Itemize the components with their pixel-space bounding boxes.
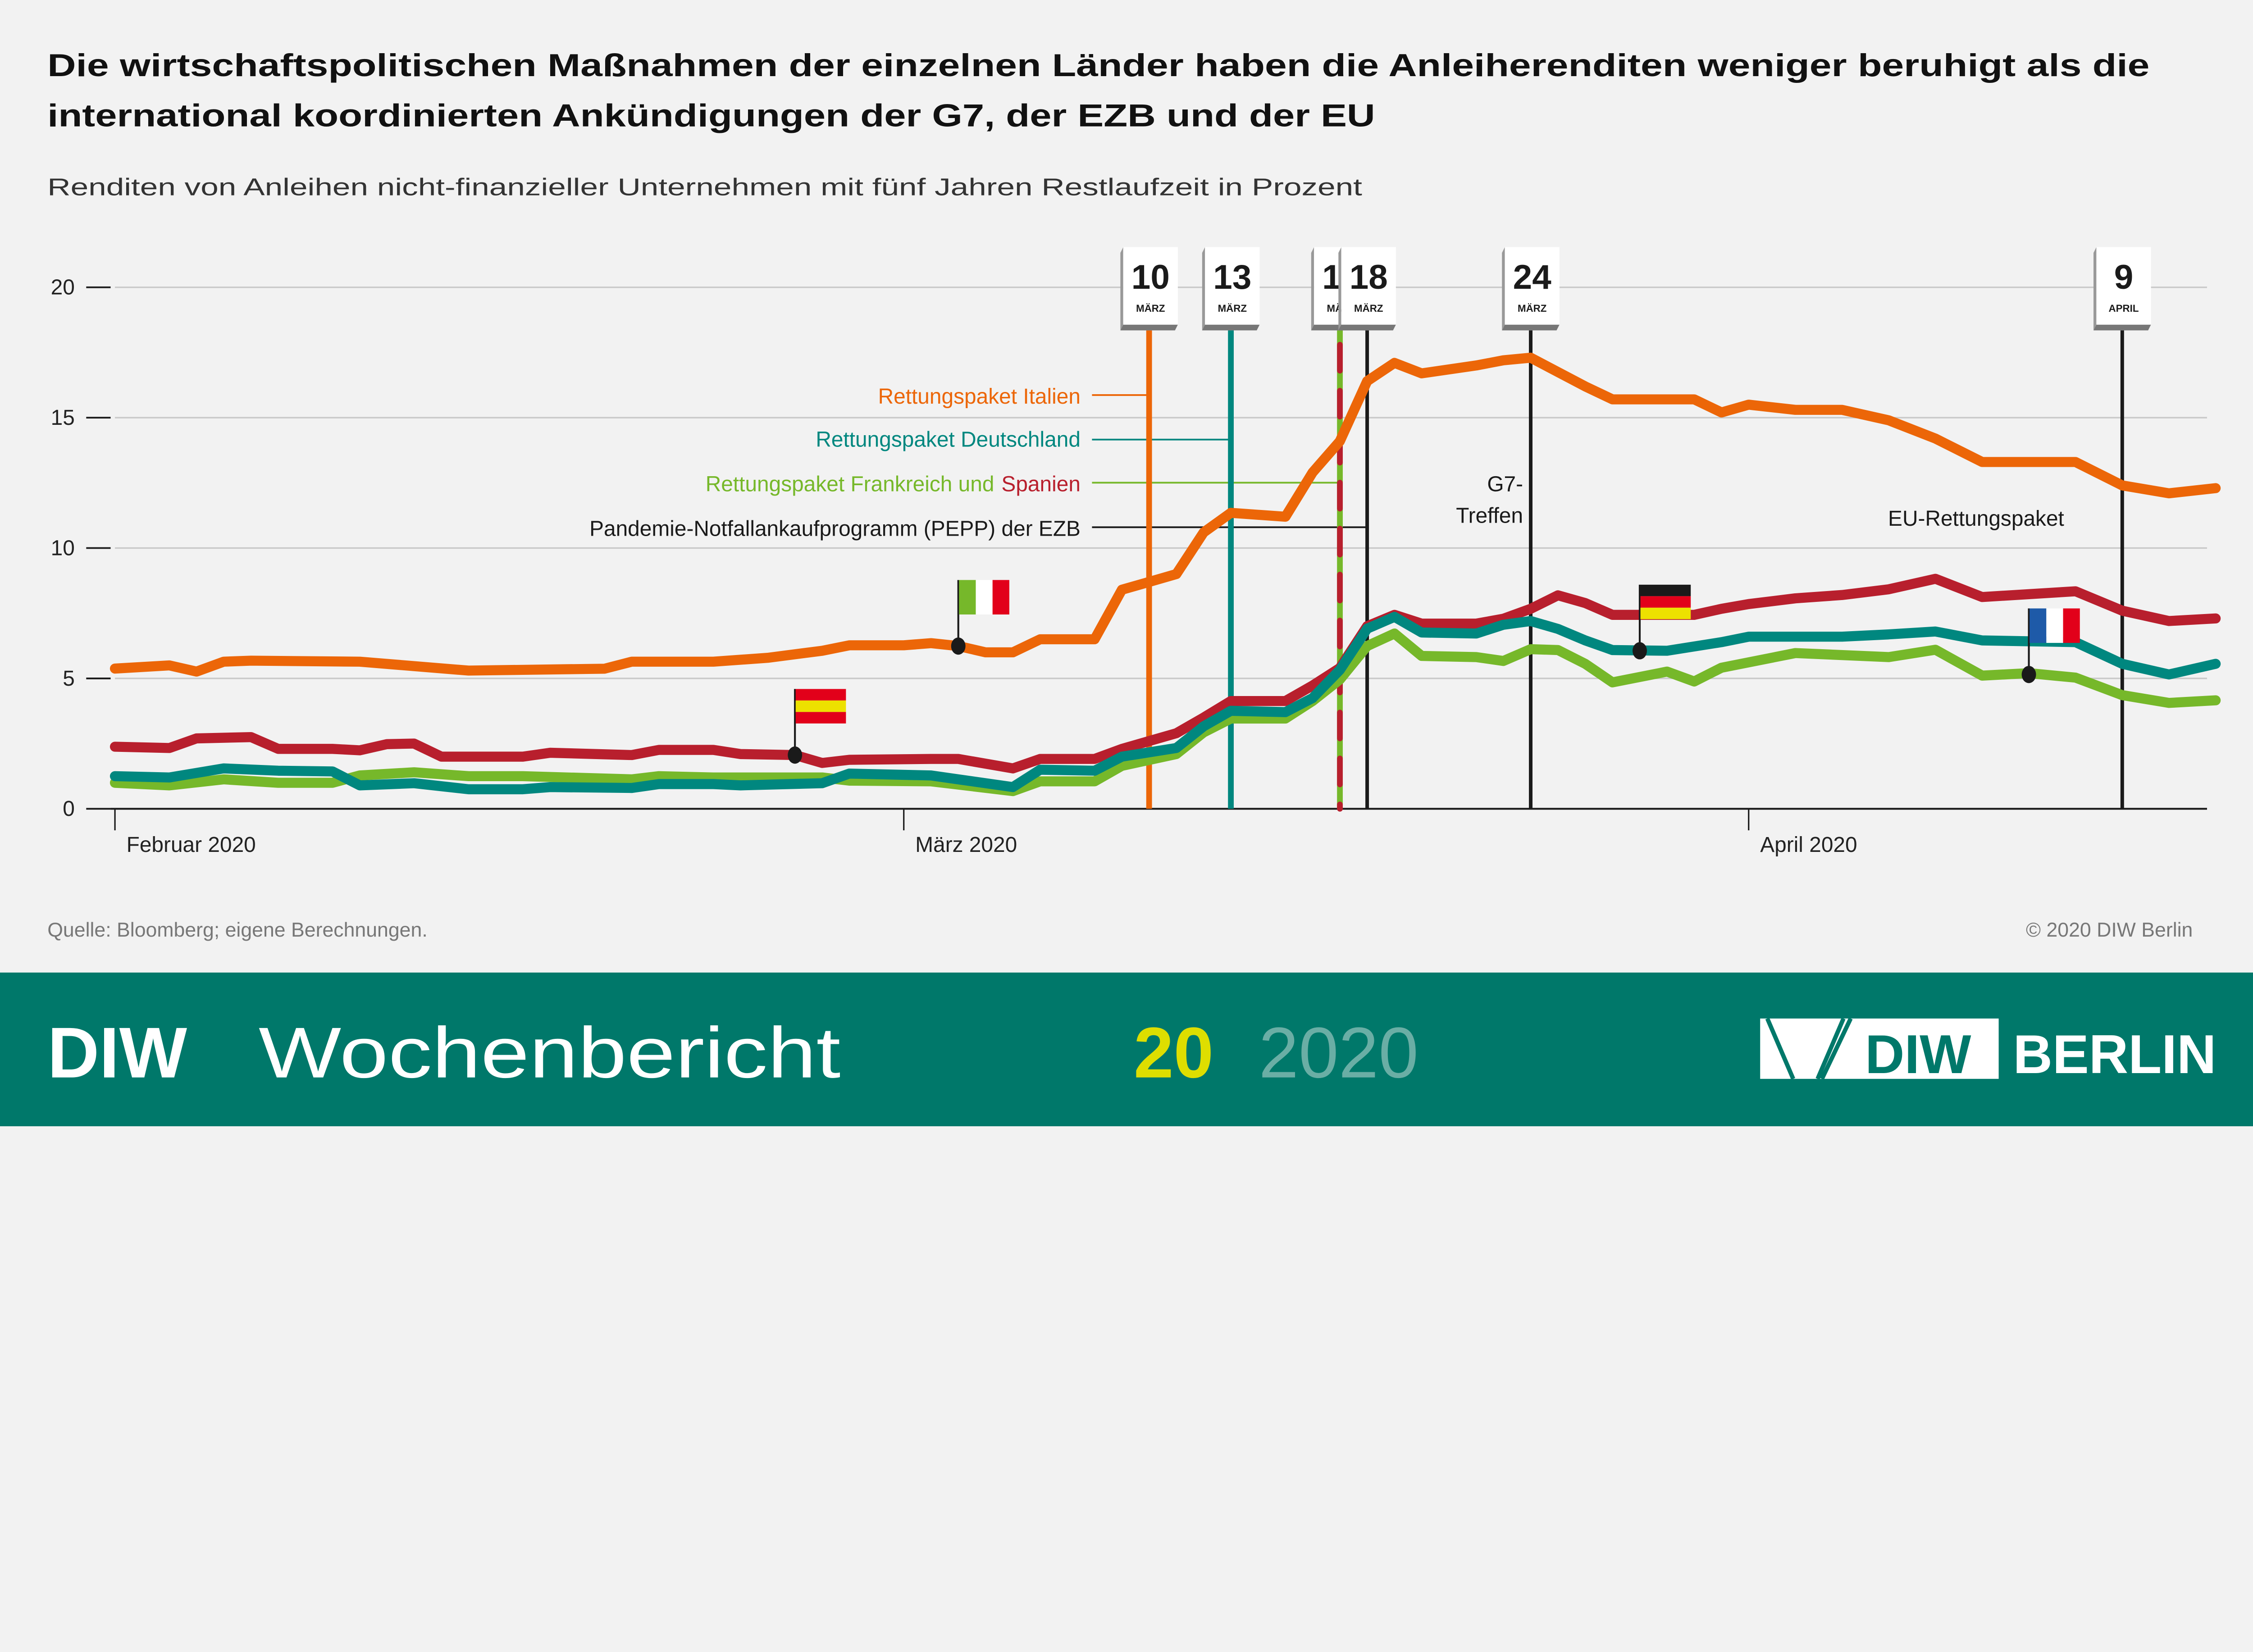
y-tick-label: 10	[51, 536, 75, 560]
flag-stripe	[1640, 584, 1691, 596]
annotation-rettungspaket-italien: Rettungspaket Italien	[878, 385, 1081, 409]
logo-box	[1760, 1018, 1999, 1079]
chart-title-line-1: Die wirtschaftspolitischen Maßnahmen der…	[47, 47, 2149, 83]
flag-stripe	[2046, 608, 2063, 643]
event-day: 13	[1213, 258, 1251, 296]
x-axis: Februar 2020 März 2020 April 2020	[110, 808, 2207, 857]
y-tick-label: 20	[51, 276, 75, 300]
logo-berlin-text: BERLIN	[2013, 1024, 2216, 1085]
event-box	[1505, 247, 1560, 325]
event-box-bevel	[1311, 247, 1314, 331]
event-marker-10-märz: 10 MÄRZ	[1120, 247, 1178, 809]
event-box-shadow	[1120, 324, 1178, 331]
event-month: MÄRZ	[1518, 303, 1546, 314]
event-box	[1341, 247, 1396, 325]
diw-berlin-logo: DIW BERLIN	[1760, 1017, 2216, 1085]
x-tick-label: April 2020	[1760, 833, 1857, 857]
y-tick-label: 5	[63, 667, 75, 691]
event-marker-18-märz: 18 MÄRZ	[1338, 247, 1396, 809]
spain-flag-icon	[788, 689, 846, 764]
flag-stripe	[1640, 596, 1691, 608]
annotation-spanien: Spanien	[1001, 473, 1081, 496]
flag-pin	[788, 746, 803, 764]
x-tick-label: März 2020	[915, 833, 1017, 857]
flag-stripe	[795, 712, 846, 724]
footer-brand-diw: DIW	[47, 1013, 187, 1093]
footer-issue-number: 20	[1134, 1013, 1213, 1093]
event-box-bevel	[1338, 247, 1341, 331]
event-day: 9	[2114, 258, 2134, 296]
series-lines	[109, 352, 2221, 796]
annotations: Rettungspaket Italien Rettungspaket Deut…	[589, 385, 2064, 541]
event-box-shadow	[1338, 324, 1396, 331]
event-day: 18	[1350, 258, 1388, 296]
event-box	[2096, 247, 2151, 325]
event-month: MÄRZ	[1218, 303, 1247, 314]
annotation-rettungspaket-frankreich-spanien: Rettungspaket Frankreich und Spanien	[706, 473, 1081, 496]
event-marker-24-märz: 24 MÄRZ	[1502, 247, 1560, 809]
event-month: MÄRZ	[1136, 303, 1165, 314]
annotation-rettungspaket-deutschland: Rettungspaket Deutschland	[816, 428, 1081, 452]
background	[0, 0, 2253, 1126]
flag-stripe	[976, 580, 993, 614]
italy-flag-icon	[951, 580, 1009, 655]
copyright-note: © 2020 DIW Berlin	[2026, 919, 2193, 941]
flag-stripe	[959, 580, 976, 614]
annotation-g7-line-2: Treffen	[1456, 504, 1523, 528]
flag-stripe	[992, 580, 1009, 614]
flag-pin	[1633, 642, 1647, 660]
germany-flag-icon	[1633, 584, 1691, 660]
event-box	[1205, 247, 1260, 325]
x-tick-label: Februar 2020	[127, 833, 256, 857]
event-box-bevel	[2093, 247, 2097, 331]
event-marker-9-april: 9 APRIL	[2093, 247, 2151, 809]
flag-pin	[2021, 666, 2036, 683]
logo-mark-stroke	[1820, 1017, 1853, 1080]
annotation-g7-line-1: G7-	[1487, 473, 1523, 496]
flag-pin	[951, 637, 966, 655]
france-flag-icon	[2021, 608, 2080, 683]
footer-band: DIW Wochenbericht 20 2020 DIW BERLIN	[0, 972, 2253, 1126]
footer-brand-wochenbericht: Wochenbericht	[259, 1013, 840, 1093]
event-box	[1123, 247, 1178, 325]
flag-stripe	[795, 689, 846, 701]
logo-mark-icon	[1765, 1017, 1846, 1080]
event-box-shadow	[1502, 324, 1560, 331]
y-tick-label: 15	[51, 406, 75, 430]
footer-issue-year: 2020	[1259, 1013, 1418, 1093]
chart-subtitle: Renditen von Anleihen nicht-finanzieller…	[47, 174, 1362, 201]
annotation-eu-rettungspaket: EU-Rettungspaket	[1888, 507, 2064, 531]
flag-stripe	[2063, 608, 2080, 643]
event-box-shadow	[2093, 324, 2151, 331]
series-line-germany	[109, 612, 2221, 795]
flag-stripe	[1640, 607, 1691, 619]
chart-title-line-2: international koordinierten Ankündigunge…	[47, 98, 1375, 133]
event-month: MÄRZ	[1354, 303, 1383, 314]
logo-diw-text: DIW	[1865, 1024, 1971, 1085]
series-line-spain	[109, 573, 2221, 774]
country-flags	[788, 580, 2080, 764]
flag-stripe	[795, 700, 846, 712]
event-box-bevel	[1502, 247, 1505, 331]
event-marker-13-märz: 13 MÄRZ	[1202, 247, 1260, 809]
y-axis: 0 5 10 15 20	[51, 276, 111, 821]
chart-page: Die wirtschaftspolitischen Maßnahmen der…	[0, 0, 2253, 1126]
event-box-bevel	[1202, 247, 1205, 331]
annotation-frankreich: Rettungspaket Frankreich und	[706, 473, 994, 496]
event-day: 10	[1131, 258, 1170, 296]
flag-stripe	[2030, 608, 2047, 643]
source-note: Quelle: Bloomberg; eigene Berechnungen.	[47, 919, 428, 941]
series-line-italy	[109, 352, 2221, 677]
event-month: APRIL	[2109, 303, 2139, 314]
event-day: 24	[1513, 258, 1552, 296]
event-box-bevel	[1120, 247, 1123, 331]
y-tick-label: 0	[63, 797, 75, 821]
annotation-pepp: Pandemie-Notfallankaufprogramm (PEPP) de…	[589, 517, 1081, 541]
event-markers: 10MÄRZ13MÄRZ17MÄRZ18MÄRZ24MÄRZ9APRIL	[1120, 247, 2151, 812]
event-box-shadow	[1202, 324, 1260, 331]
